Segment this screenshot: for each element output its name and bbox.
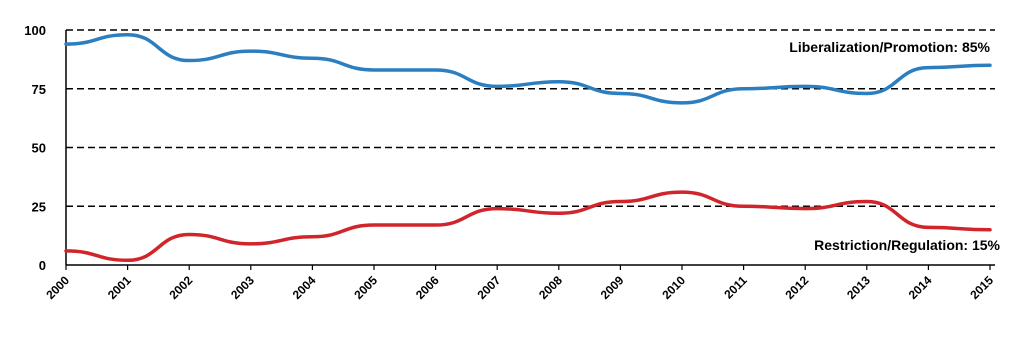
x-tick-label: 2006 <box>413 273 442 302</box>
x-axis: 2000 2001 2002 2003 2004 2005 2006 2007 2008 2009… <box>43 264 996 302</box>
y-tick-label: 75 <box>32 82 46 97</box>
y-tick-label: 25 <box>32 199 46 214</box>
x-tick-label: 2014 <box>906 273 935 302</box>
x-tick-label: 2009 <box>598 273 627 302</box>
x-tick-label: 2008 <box>536 273 565 302</box>
y-tick-label: 50 <box>32 141 46 156</box>
x-tick-label: 2007 <box>475 273 504 302</box>
x-tick-label: 2004 <box>290 273 319 302</box>
y-tick-label: 0 <box>39 258 46 273</box>
grid-lines <box>66 29 995 207</box>
x-tick-label: 2000 <box>43 273 72 302</box>
x-tick-label: 2010 <box>659 273 688 302</box>
x-tick-label: 2013 <box>844 273 873 302</box>
x-tick-label: 2005 <box>351 273 380 302</box>
y-axis: 0 25 50 75 100 <box>24 23 67 273</box>
x-tick-label: 2012 <box>783 273 812 302</box>
series-line-1 <box>64 190 992 263</box>
x-tick-label: 2003 <box>228 273 257 302</box>
series-lines <box>64 32 992 263</box>
x-tick-label: 2002 <box>167 273 196 302</box>
x-tick-label: 2001 <box>105 273 134 302</box>
x-tick-label: 2011 <box>721 273 750 302</box>
y-tick-label: 100 <box>24 23 46 38</box>
x-tick-label: 2015 <box>967 273 996 302</box>
annotation-liberalization: Liberalization/Promotion: 85% <box>789 39 990 55</box>
annotation-restriction: Restriction/Regulation: 15% <box>814 237 1000 253</box>
series-line-0 <box>64 32 992 105</box>
